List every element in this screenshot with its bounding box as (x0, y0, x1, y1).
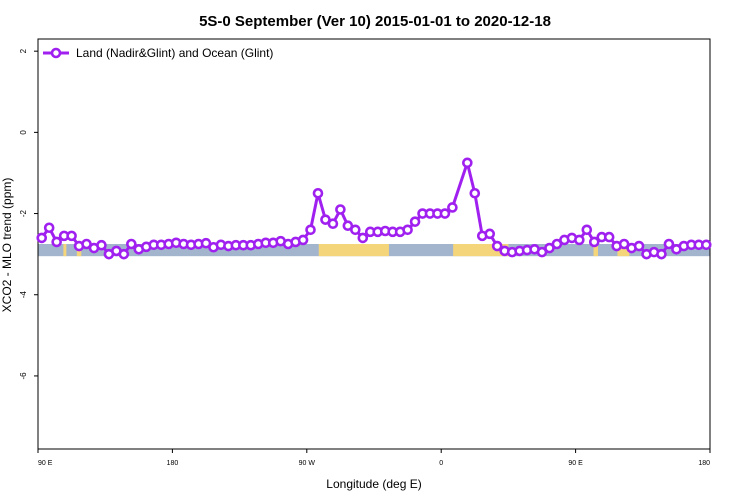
y-tick-label-0: 2 (19, 48, 28, 53)
data-point (81, 238, 92, 250)
y-tick-label-4: -6 (19, 372, 28, 380)
land-band-segment-5 (617, 244, 630, 257)
chart-title: 5S-0 September (Ver 10) 2015-01-01 to 20… (199, 13, 551, 30)
legend: Land (Nadir&Glint) and Ocean (Glint) (43, 46, 273, 60)
x-tick-label-5: 180 (698, 460, 710, 467)
data-point (305, 224, 316, 236)
data-point (700, 239, 712, 251)
data-point (439, 208, 451, 219)
data-point (126, 238, 137, 250)
land-band-segment-2 (318, 244, 389, 257)
data-point (118, 248, 130, 260)
data-point (536, 246, 548, 258)
data-point (581, 224, 593, 236)
x-axis: 90 E 180 90 W 0 90 E 180 (37, 449, 711, 467)
data-point (327, 218, 339, 230)
data-point (574, 234, 585, 246)
data-point (357, 232, 369, 244)
data-point (484, 228, 496, 240)
x-axis-label: Longitude (deg E) (326, 477, 421, 491)
data-point (66, 230, 77, 242)
data-point (447, 202, 458, 213)
data-point (462, 157, 473, 169)
data-point (588, 236, 600, 248)
x-tick-label-0: 90 E (38, 460, 53, 467)
data-point (200, 237, 212, 249)
x-tick-label-2: 90 W (299, 460, 316, 467)
data-point (656, 248, 667, 260)
land-band-segment-4 (593, 244, 598, 257)
x-tick-label-4: 90 E (568, 460, 583, 467)
land-band-segment-0 (63, 244, 67, 257)
data-point (603, 231, 615, 243)
y-tick-label-1: 0 (19, 130, 28, 135)
data-point (469, 187, 481, 199)
data-point (43, 222, 55, 234)
x-tick-label-3: 0 (439, 460, 443, 467)
data-point (320, 214, 331, 225)
data-point (409, 216, 421, 227)
data-point (633, 240, 645, 252)
data-point (297, 234, 309, 246)
series-layer (36, 157, 712, 260)
data-point (51, 236, 62, 248)
data-point (350, 224, 361, 236)
data-point (544, 242, 555, 254)
data-point (618, 238, 630, 250)
y-tick-label-3: -4 (19, 291, 28, 299)
data-point (402, 224, 413, 236)
legend-label: Land (Nadir&Glint) and Ocean (Glint) (76, 46, 273, 60)
y-axis: 2 0 -2 -4 -6 (19, 48, 38, 379)
data-point (342, 220, 354, 232)
legend-marker (50, 47, 62, 59)
y-tick-label-2: -2 (19, 209, 28, 217)
data-point (335, 204, 346, 215)
data-point (312, 187, 324, 199)
data-point (663, 238, 675, 250)
data-point (36, 232, 48, 244)
x-tick-label-1: 180 (167, 460, 179, 467)
data-point (96, 239, 107, 251)
data-point (491, 240, 503, 252)
y-axis-label: XCO2 - MLO trend (ppm) (0, 178, 14, 313)
data-point (551, 238, 563, 250)
